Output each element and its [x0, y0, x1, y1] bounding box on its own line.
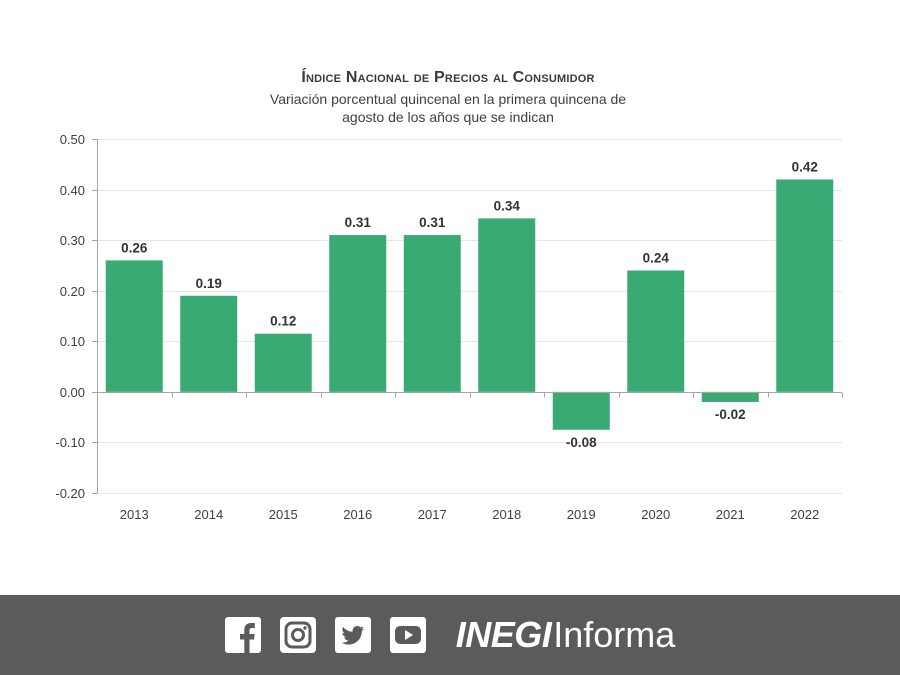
data-label-2017: 0.31: [419, 215, 446, 230]
bar-2015: [254, 333, 312, 392]
bar-chart: Índice Nacional de Precios al Consumidor…: [55, 67, 843, 522]
y-tick-label: 0.30: [60, 233, 85, 248]
axes: [92, 139, 843, 494]
x-tick-label-2019: 2019: [567, 507, 596, 522]
data-label-2013: 0.26: [121, 240, 148, 255]
chart-subtitle-line-2: agosto de los años que se indican: [342, 109, 554, 125]
instagram-icon[interactable]: [279, 617, 316, 653]
x-tick-label-2022: 2022: [790, 507, 819, 522]
brand-informa: Informa: [553, 614, 676, 655]
bar-2022: [776, 179, 834, 392]
bar-2019: [552, 391, 610, 430]
y-tick-label: 0.20: [60, 284, 85, 299]
bar-2014: [180, 295, 238, 392]
data-label-2016: 0.31: [345, 215, 372, 230]
x-tick-label-2021: 2021: [716, 507, 745, 522]
x-tick-label-2015: 2015: [269, 507, 298, 522]
x-tick-label-2013: 2013: [120, 507, 149, 522]
chart-title: Índice Nacional de Precios al Consumidor: [301, 67, 594, 86]
social-links: [224, 617, 426, 653]
y-tick-label: 0.40: [60, 183, 85, 198]
data-label-2014: 0.19: [196, 276, 222, 291]
data-label-2021: -0.02: [715, 407, 746, 422]
brand-inegi: INEGI: [455, 614, 552, 655]
x-tick-label-2014: 2014: [194, 507, 223, 522]
data-label-2018: 0.34: [494, 198, 521, 213]
x-axis-categories: 2013 2014 2015 2016 2017 2018 2019 2020 2021 2022: [120, 507, 819, 522]
x-tick-label-2016: 2016: [343, 507, 372, 522]
bar-2016: [329, 235, 387, 392]
facebook-icon[interactable]: [224, 617, 261, 653]
data-label-2019: -0.08: [566, 435, 597, 450]
chart-area: Índice Nacional de Precios al Consumidor…: [55, 67, 843, 522]
data-label-2020: 0.24: [643, 250, 670, 265]
x-tick-label-2018: 2018: [492, 507, 521, 522]
data-label-2022: 0.42: [792, 159, 818, 174]
youtube-icon[interactable]: [389, 617, 426, 653]
bars: [105, 179, 834, 430]
twitter-icon[interactable]: [334, 617, 371, 653]
y-axis-ticks: 0.50 0.40 0.30 0.20 0.10 0.00 -0.10 -0.20: [55, 132, 85, 501]
chart-subtitle-line-1: Variación porcentual quincenal en la pri…: [270, 91, 626, 107]
inegi-informa-logo[interactable]: INEGI Informa: [456, 614, 676, 656]
y-tick-label: 0.50: [60, 132, 85, 147]
y-tick-label: -0.20: [55, 486, 85, 501]
bar-2017: [403, 235, 461, 392]
y-tick-label: 0.10: [60, 334, 85, 349]
footer-banner: INEGI Informa: [0, 595, 900, 675]
data-labels: 0.26 0.19 0.12 0.31 0.31 0.34 -0.08 0.24 -0.02 0.…: [121, 159, 818, 449]
bar-2020: [627, 270, 685, 392]
data-label-2015: 0.12: [270, 314, 296, 329]
y-tick-label: -0.10: [55, 435, 85, 450]
x-tick-label-2017: 2017: [418, 507, 447, 522]
bar-2018: [478, 218, 536, 392]
x-tick-label-2020: 2020: [641, 507, 670, 522]
bar-2021: [701, 391, 759, 402]
y-tick-label: 0.00: [60, 385, 85, 400]
bar-2013: [105, 260, 163, 392]
